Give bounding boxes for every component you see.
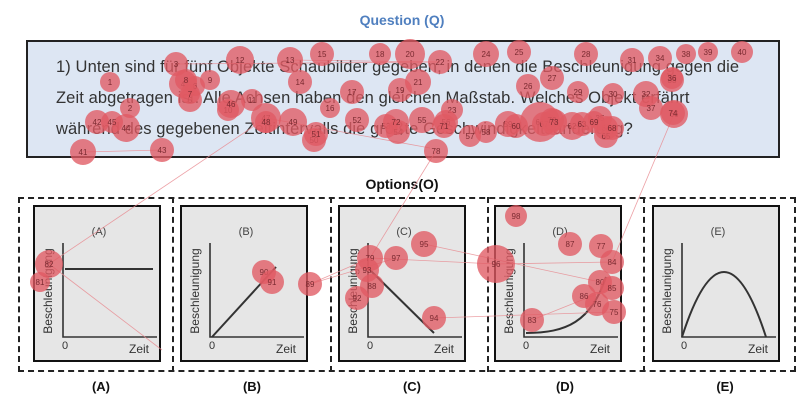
question-text: 1) Unten sind für fünf Objekte Schaubild…: [56, 52, 776, 145]
panel-axes-b: [209, 243, 304, 338]
option-divider-3: [487, 197, 489, 372]
panel-y-axis-label-e: Beschleunigung: [660, 248, 674, 333]
panel-title-e: (E): [711, 226, 726, 238]
panel-y-axis-label-d: Beschleunigung: [502, 248, 516, 333]
panel-y-axis-label-c: Beschleunigung: [346, 248, 360, 333]
option-panel-d[interactable]: (D) Beschleunigung Zeit 0: [494, 205, 622, 362]
option-divider-4: [643, 197, 645, 372]
option-graph-b: (B) Beschleunigung Zeit 0: [188, 226, 304, 356]
option-panel-c[interactable]: (C) Beschleunigung Zeit 0: [338, 205, 466, 362]
option-label-d[interactable]: (D): [555, 379, 575, 394]
panel-origin-label-b: 0: [209, 340, 215, 352]
panel-title-c: (C): [396, 226, 411, 238]
panel-axes-c: [367, 243, 462, 338]
panel-origin-label-d: 0: [523, 340, 529, 352]
option-label-a[interactable]: (A): [91, 379, 111, 394]
option-divider-2: [330, 197, 332, 372]
panel-curve-e: [681, 271, 767, 338]
panel-curve-c: [369, 269, 435, 334]
option-graph-e: (E) Beschleunigung Zeit 0: [660, 226, 776, 356]
option-graph-c: (C) Beschleunigung Zeit 0: [346, 226, 462, 356]
question-line-3: während des gegebenen Zeitintervalls die…: [56, 120, 633, 138]
panel-axes-a: [62, 243, 157, 338]
option-panel-e[interactable]: (E) Beschleunigung Zeit 0: [652, 205, 780, 362]
panel-x-axis-label-d: Zeit: [590, 342, 611, 356]
panel-curve-d: [525, 276, 607, 334]
panel-x-axis-label-a: Zeit: [129, 342, 150, 356]
option-panel-a[interactable]: (A) Beschleunigung Zeit 0: [33, 205, 161, 362]
option-panel-b[interactable]: (B) Beschleunigung Zeit 0: [180, 205, 308, 362]
panel-x-axis-label-e: Zeit: [748, 342, 769, 356]
panel-title-b: (B): [239, 226, 254, 238]
question-header: Question (Q): [359, 12, 445, 28]
question-line-1: 1) Unten sind für fünf Objekte Schaubild…: [56, 58, 740, 76]
option-label-c[interactable]: (C): [402, 379, 422, 394]
panel-curve-b: [211, 266, 277, 338]
panel-origin-label-c: 0: [367, 340, 373, 352]
panel-y-axis-label-b: Beschleunigung: [188, 248, 202, 333]
options-header: Options(O): [365, 176, 439, 192]
option-label-e[interactable]: (E): [716, 379, 734, 394]
panel-title-d: (D): [552, 226, 567, 238]
option-divider-1: [172, 197, 174, 372]
panel-title-a: (A): [92, 226, 107, 238]
panel-x-axis-label-b: Zeit: [276, 342, 297, 356]
option-graph-a: (A) Beschleunigung Zeit 0: [41, 226, 157, 356]
panel-x-axis-label-c: Zeit: [434, 342, 455, 356]
panel-y-axis-label-a: Beschleunigung: [41, 248, 55, 333]
panel-origin-label-e: 0: [681, 340, 687, 352]
option-graph-d: (D) Beschleunigung Zeit 0: [502, 226, 618, 356]
panel-axes-d: [523, 243, 618, 338]
panel-origin-label-a: 0: [62, 340, 68, 352]
question-line-2: Zeit abgetragen ist. Alle Achsen haben d…: [56, 89, 690, 107]
option-label-b[interactable]: (B): [242, 379, 262, 394]
